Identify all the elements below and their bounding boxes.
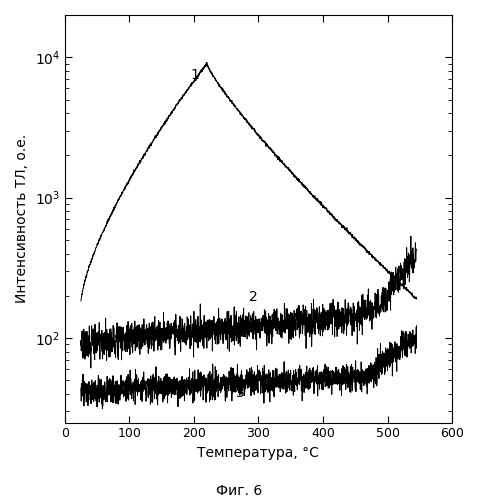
X-axis label: Температура, °C: Температура, °C (197, 446, 319, 460)
Y-axis label: Интенсивность ТЛ, о.е.: Интенсивность ТЛ, о.е. (15, 134, 29, 304)
Text: Фиг. 6: Фиг. 6 (217, 484, 262, 498)
Text: 3: 3 (236, 386, 245, 400)
Text: 2: 2 (249, 290, 258, 304)
Text: 1: 1 (191, 68, 200, 82)
